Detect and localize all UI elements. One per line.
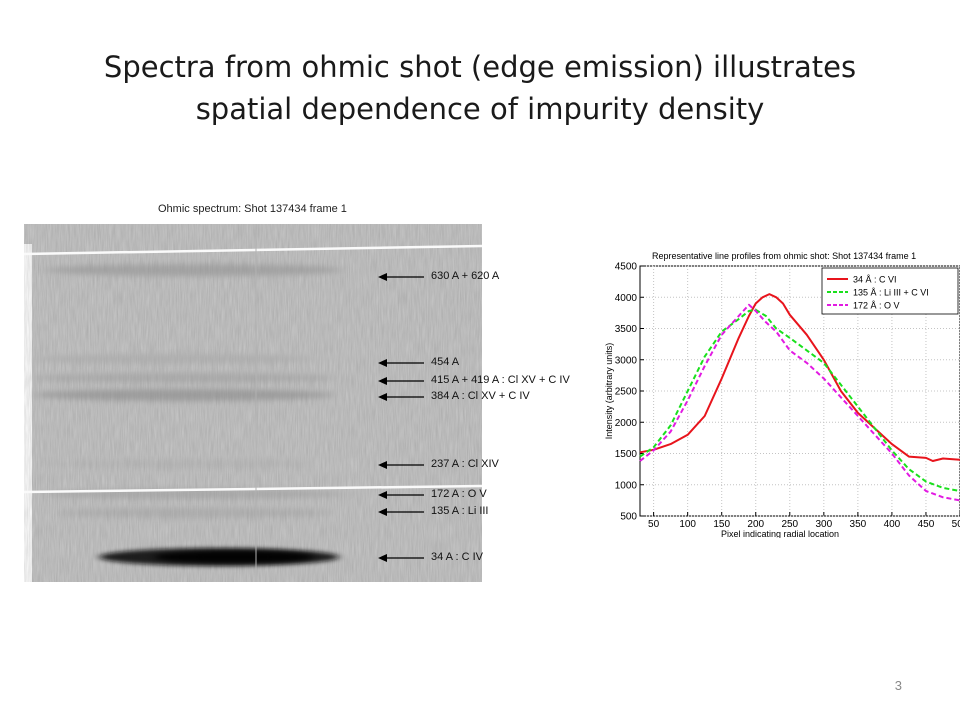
x-tick-label: 400 (884, 519, 901, 530)
x-tick-label: 500 (952, 519, 960, 530)
x-axis-label: Pixel indicating radial location (721, 529, 839, 538)
x-tick-label: 250 (781, 519, 798, 530)
series-line (639, 293, 960, 462)
legend-label: 34 Å : C VI (853, 275, 897, 285)
slide-title-line-2: spatial dependence of impurity density (195, 92, 765, 126)
y-tick-label: 1500 (615, 449, 638, 460)
y-tick-label: 4500 (615, 262, 638, 273)
series-line (639, 308, 960, 492)
spectrum-image (24, 224, 482, 582)
annotation-arrow-icon (378, 491, 424, 499)
y-tick-label: 500 (620, 512, 637, 523)
y-tick-label: 3000 (615, 355, 638, 366)
annotation-label: 384 A : Cl XV + C IV (431, 390, 530, 402)
x-tick-label: 50 (648, 519, 660, 530)
chart-title: Representative line profiles from ohmic … (652, 251, 916, 261)
annotation-arrow-icon (378, 273, 424, 281)
line-profile-chart: 50 100 150 200 250 300 350 400 450 500 500 1000 1500… (590, 238, 960, 539)
annotation-arrow-icon (378, 359, 424, 367)
y-tick-label: 4000 (615, 293, 638, 304)
x-tick-label: 300 (815, 519, 832, 530)
page-number: 3 (894, 678, 902, 693)
annotation-label: 34 A : C IV (431, 551, 483, 563)
annotation-label: 135 A : Li III (431, 505, 489, 517)
slide-title-line-1: Spectra from ohmic shot (edge emission) … (103, 50, 857, 84)
annotation-arrow-icon (378, 393, 424, 401)
y-tick-label: 3500 (615, 324, 638, 335)
spectrum-caption: Ohmic spectrum: Shot 137434 frame 1 (158, 203, 347, 215)
line-profile-chart-svg: 50 100 150 200 250 300 350 400 450 500 500 1000 1500… (590, 238, 960, 539)
spectrum-panel (24, 224, 482, 582)
slide-title: Spectra from ohmic shot (edge emission) … (40, 46, 920, 130)
x-tick-label: 350 (850, 519, 867, 530)
annotation-arrow-icon (378, 377, 424, 385)
legend-label: 135 Å : Li III + C VI (853, 288, 929, 298)
legend-label: 172 Å : O V (853, 301, 900, 311)
annotation-arrow-icon (378, 554, 424, 562)
annotation-label: 172 A : O V (431, 488, 487, 500)
annotation-arrow-icon (378, 508, 424, 516)
y-tick-label: 2000 (615, 418, 638, 429)
annotation-label: 415 A + 419 A : Cl XV + C IV (431, 374, 570, 386)
annotation-arrow-icon (378, 461, 424, 469)
legend-box (821, 267, 959, 315)
x-tick-label: 200 (747, 519, 764, 530)
x-tick-label: 100 (679, 519, 696, 530)
annotation-label: 237 A : Cl XIV (431, 458, 499, 470)
x-tick-label: 450 (918, 519, 935, 530)
annotation-label: 454 A (431, 356, 460, 368)
y-axis-label: Intensity (arbitrary units) (604, 343, 614, 440)
y-tick-label: 2500 (615, 387, 638, 398)
x-tick-label: 150 (713, 519, 730, 530)
series-line (639, 303, 960, 502)
annotation-label: 630 A + 620 A (431, 270, 500, 282)
y-tick-label: 1000 (615, 480, 638, 491)
